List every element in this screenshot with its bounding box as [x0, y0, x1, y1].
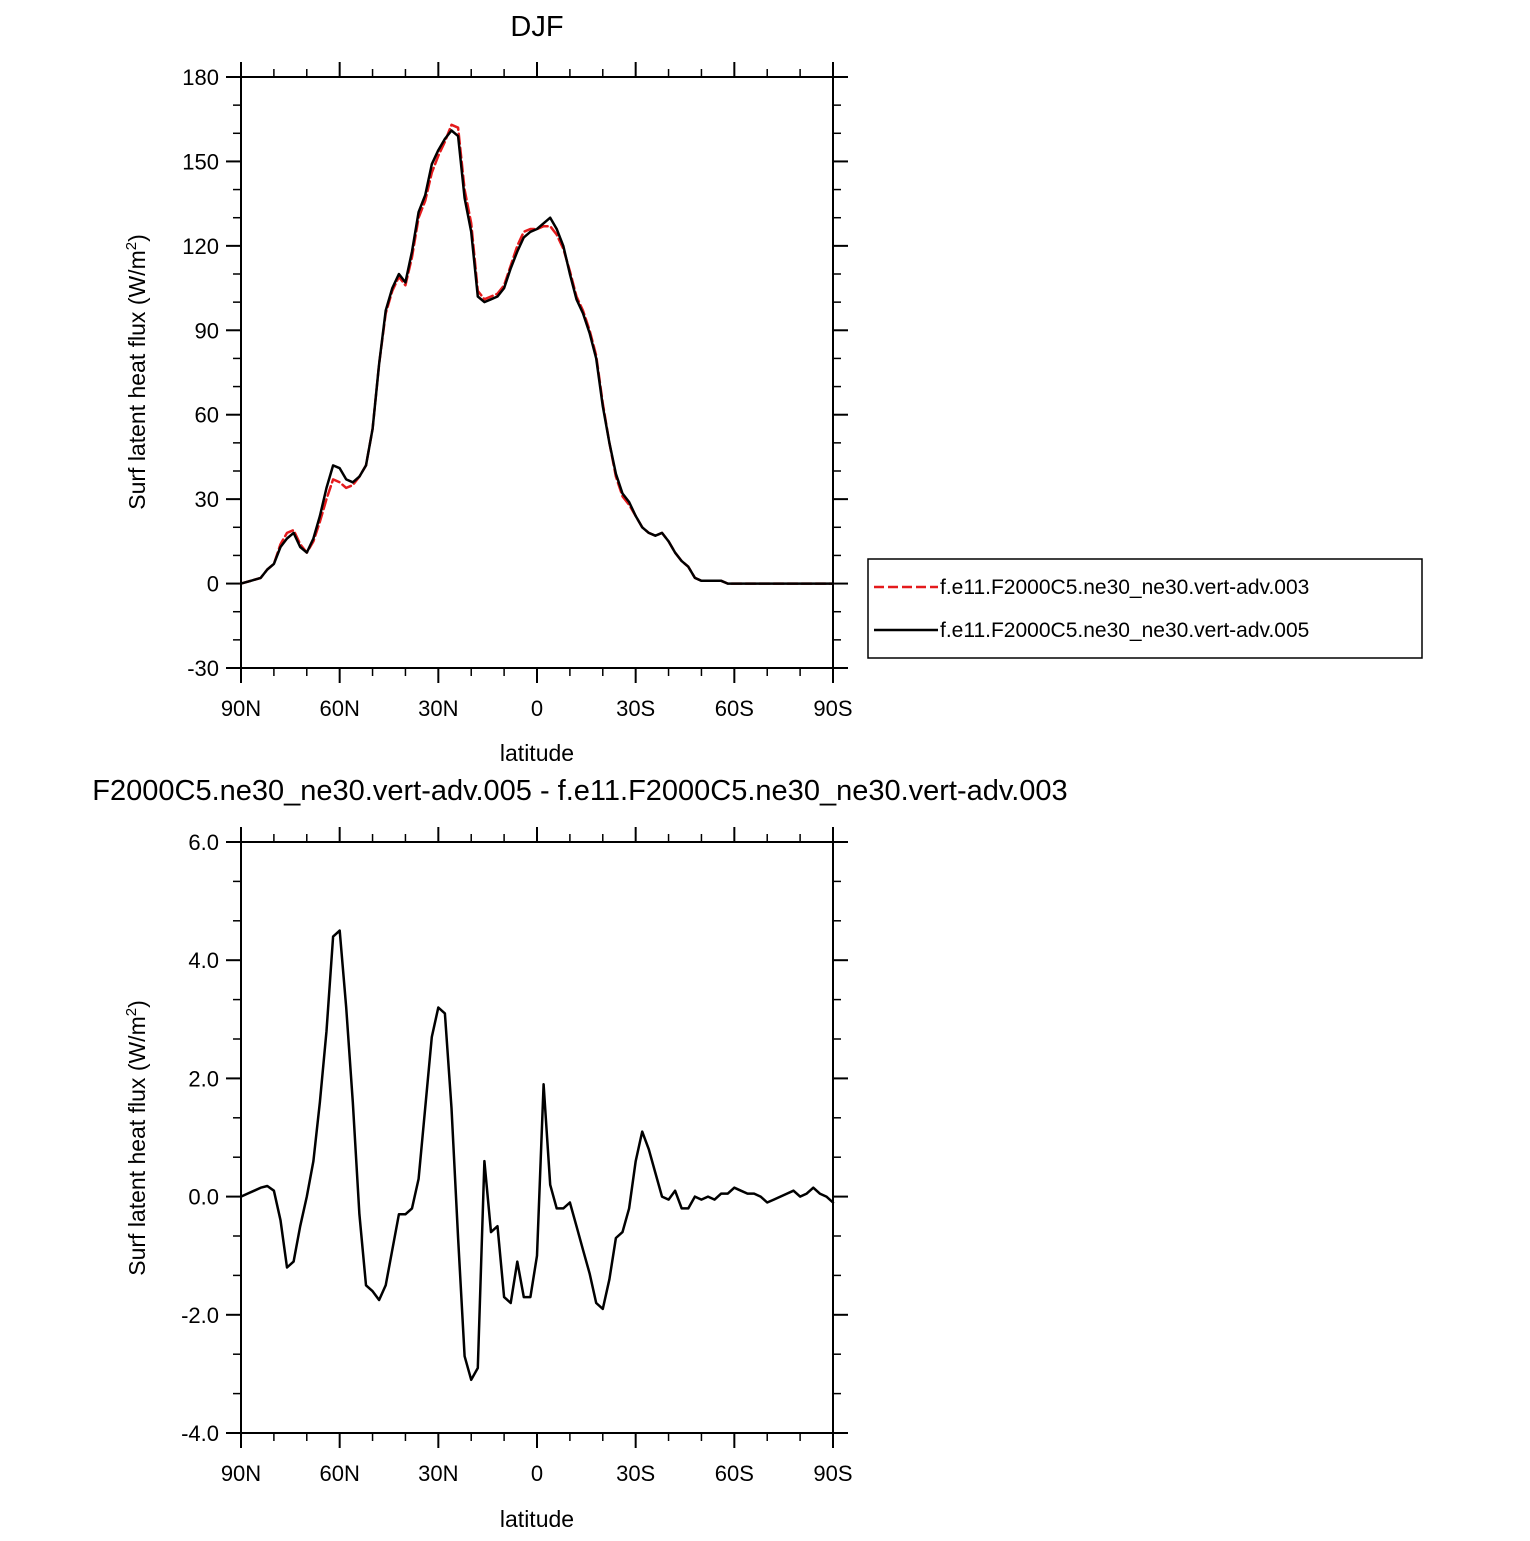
top-legend: f.e11.F2000C5.ne30_ne30.vert-adv.003 f.e… — [867, 558, 1423, 659]
top-y-tick-label-30: -30 — [187, 656, 219, 681]
top-y-tick-label-120: 120 — [182, 234, 219, 259]
top-y-axis-title-sup: 2 — [123, 242, 140, 250]
top-x-tick-labels: 90N 60N 30N 0 30S 60S 90S — [221, 696, 853, 721]
top-y-axis-title-main: Surf latent heat flux (W/m — [124, 250, 150, 509]
bottom-y-tick-label-2-0: -2.0 — [181, 1303, 219, 1328]
bottom-y-tick-label-4-0: -4.0 — [181, 1421, 219, 1446]
top-y-tick-label-60: 60 — [195, 403, 219, 428]
bottom-chart-series — [239, 929, 835, 1382]
top-x-tick-label-60s: 60S — [715, 696, 754, 721]
bottom-y-tick-label-4-0: 4.0 — [188, 948, 219, 973]
top-y-tick-label-30: 30 — [195, 487, 219, 512]
bottom-y-tick-labels: -4.0 -2.0 0.0 2.0 4.0 6.0 — [181, 830, 219, 1446]
bottom-x-tick-labels: 90N 60N 30N 0 30S 60S 90S — [221, 1461, 853, 1486]
top-plot-frame — [240, 76, 834, 669]
bottom-x-axis-title: latitude — [500, 1506, 574, 1532]
bottom-series-difference — [239, 929, 835, 1382]
bottom-y-tick-label-0-0: 0.0 — [188, 1185, 219, 1210]
top-y-tick-label-180: 180 — [182, 65, 219, 90]
top-x-tick-label-30n: 30N — [418, 696, 458, 721]
top-series-f-e11-f2000c5-ne30-ne30-vert-adv-003 — [239, 123, 835, 585]
top-x-axis-title: latitude — [500, 740, 574, 766]
bottom-x-tick-label-60n: 60N — [319, 1461, 359, 1486]
top-y-tick-label-150: 150 — [182, 149, 219, 174]
top-x-tick-label-90s: 90S — [813, 696, 852, 721]
top-chart-ticks — [226, 62, 848, 683]
bottom-chart-ticks — [226, 827, 848, 1448]
top-y-tick-labels: -30 0 30 60 90 120 150 180 — [182, 65, 219, 681]
top-x-tick-label-90n: 90N — [221, 696, 261, 721]
bottom-x-tick-label-30n: 30N — [418, 1461, 458, 1486]
top-series-f-e11-f2000c5-ne30-ne30-vert-adv-005 — [239, 129, 835, 585]
legend-label-vert-adv-005: f.e11.F2000C5.ne30_ne30.vert-adv.005 — [940, 619, 1309, 642]
top-x-tick-label-30s: 30S — [616, 696, 655, 721]
top-y-axis-title-close: ) — [124, 234, 150, 242]
bottom-x-tick-label-0: 0 — [531, 1461, 543, 1486]
top-y-tick-label-90: 90 — [195, 318, 219, 343]
bottom-y-tick-label-2-0: 2.0 — [188, 1066, 219, 1091]
bottom-y-tick-label-6-0: 6.0 — [188, 830, 219, 855]
top-chart-title: DJF — [510, 11, 563, 43]
bottom-y-axis-title: Surf latent heat flux (W/m2) — [123, 1000, 150, 1276]
bottom-y-axis-title-close: ) — [124, 1000, 150, 1008]
top-x-tick-label-0: 0 — [531, 696, 543, 721]
top-y-axis-title: Surf latent heat flux (W/m2) — [123, 234, 150, 510]
bottom-x-tick-label-60s: 60S — [715, 1461, 754, 1486]
bottom-plot-frame — [240, 841, 834, 1434]
legend-label-vert-adv-003: f.e11.F2000C5.ne30_ne30.vert-adv.003 — [940, 576, 1309, 599]
top-chart-series — [239, 123, 835, 585]
top-x-tick-label-60n: 60N — [319, 696, 359, 721]
top-chart: DJF -30 0 30 60 90 120 150 180 90N 60N 30N 0 30S 60S… — [123, 11, 1423, 766]
bottom-y-axis-title-main: Surf latent heat flux (W/m — [124, 1016, 150, 1275]
legend-box — [867, 558, 1423, 659]
top-y-tick-label-0: 0 — [207, 572, 219, 597]
bottom-chart: F2000C5.ne30_ne30.vert-adv.005 - f.e11.F… — [92, 775, 1067, 1532]
bottom-x-tick-label-30s: 30S — [616, 1461, 655, 1486]
bottom-chart-title: F2000C5.ne30_ne30.vert-adv.005 - f.e11.F… — [92, 775, 1067, 807]
bottom-y-axis-title-sup: 2 — [123, 1008, 140, 1016]
bottom-x-tick-label-90n: 90N — [221, 1461, 261, 1486]
bottom-x-tick-label-90s: 90S — [813, 1461, 852, 1486]
